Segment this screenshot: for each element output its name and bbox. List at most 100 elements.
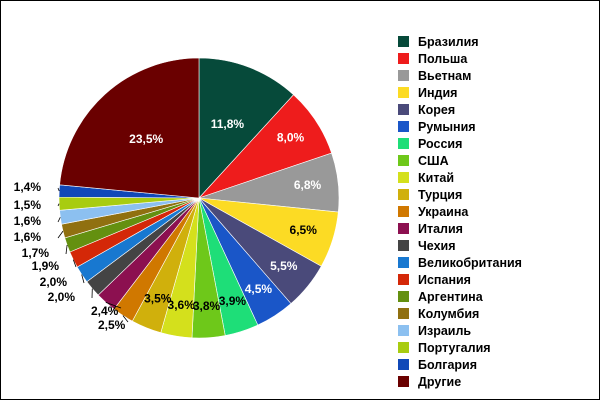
legend-label: Италия	[418, 221, 463, 236]
legend-swatch	[398, 325, 409, 336]
legend-swatch	[398, 240, 409, 251]
legend-item: Великобритания	[398, 254, 522, 271]
slice-value-label: 1,6%	[14, 214, 42, 228]
legend-item: Другие	[398, 373, 522, 390]
slice-value-label: 11,8%	[211, 117, 245, 131]
slice-value-label: 2,0%	[48, 290, 76, 304]
legend-item: Израиль	[398, 322, 522, 339]
legend-item: Румыния	[398, 118, 522, 135]
legend-swatch	[398, 308, 409, 319]
slice-value-label: 4,5%	[245, 282, 273, 296]
legend-item: Португалия	[398, 339, 522, 356]
legend-item: Чехия	[398, 237, 522, 254]
legend-swatch	[398, 87, 409, 98]
legend-label: Колумбия	[418, 306, 480, 321]
legend-swatch	[398, 257, 409, 268]
legend-label: Турция	[418, 187, 463, 202]
legend-swatch	[398, 274, 409, 285]
legend-swatch	[398, 36, 409, 47]
slice-value-label: 1,5%	[14, 198, 42, 212]
legend-item: Колумбия	[398, 305, 522, 322]
legend-label: Чехия	[418, 238, 456, 253]
pie-slice-1	[198, 57, 294, 199]
legend-label: Испания	[418, 272, 471, 287]
legend-label: Болгария	[418, 357, 478, 372]
slice-labels: 11,8% 8,0% 6,8% 6,5% 5,5% 4,5%3,9%3,8%3,6%3,5…	[14, 117, 322, 332]
legend-label: Израиль	[418, 323, 472, 338]
legend-swatch	[398, 359, 409, 370]
leader-line	[57, 230, 64, 239]
leader-line	[65, 244, 68, 255]
legend-item: Болгария	[398, 356, 522, 373]
slice-value-label: 3,6%	[168, 298, 196, 312]
legend-label: США	[418, 153, 449, 168]
legend-swatch	[398, 172, 409, 183]
slice-value-label: 23,5%	[129, 132, 163, 146]
legend-label: Россия	[418, 136, 463, 151]
legend-item: Украина	[398, 203, 522, 220]
legend-item: Турция	[398, 186, 522, 203]
legend-item: Аргентина	[398, 288, 522, 305]
pie-slices	[58, 57, 340, 339]
slice-value-label: 3,5%	[144, 291, 172, 305]
slice-value-label: 1,7%	[22, 246, 50, 260]
legend-item: Корея	[398, 101, 522, 118]
legend-swatch	[398, 138, 409, 149]
legend-item: Бразилия	[398, 33, 522, 50]
legend-swatch	[398, 121, 409, 132]
leader-lines	[57, 187, 129, 323]
slice-value-label: 3,9%	[219, 294, 247, 308]
legend-label: Вьетнам	[418, 68, 472, 83]
leader-line	[105, 302, 122, 309]
legend-label: Аргентина	[418, 289, 483, 304]
slice-value-label: 6,5%	[290, 223, 318, 237]
legend-item: Россия	[398, 135, 522, 152]
legend-swatch	[398, 291, 409, 302]
legend-swatch	[398, 223, 409, 234]
legend-swatch	[398, 53, 409, 64]
leader-line	[72, 259, 77, 268]
slice-value-label: 8,0%	[277, 130, 305, 144]
slice-value-label: 2,4%	[91, 304, 119, 318]
slice-value-label: 3,8%	[193, 299, 221, 313]
legend-item: Китай	[398, 169, 522, 186]
legend-label: Португалия	[418, 340, 491, 355]
legend-swatch	[398, 342, 409, 353]
leader-line	[57, 203, 60, 207]
legend-label: Румыния	[418, 119, 476, 134]
legend-label: Польша	[418, 51, 468, 66]
legend-item: Вьетнам	[398, 67, 522, 84]
legend-label: Корея	[418, 102, 456, 117]
slice-value-label: 1,4%	[14, 180, 42, 194]
slice-value-label: 5,5%	[270, 259, 298, 273]
leader-line	[122, 315, 129, 323]
legend-label: Великобритания	[418, 255, 522, 270]
slice-value-label: 6,8%	[294, 178, 322, 192]
legend-label: Индия	[418, 85, 458, 100]
leader-line	[57, 187, 60, 192]
leader-line	[81, 274, 85, 284]
slice-value-label: 1,9%	[32, 259, 60, 273]
legend-label: Бразилия	[418, 34, 479, 49]
legend-item: Испания	[398, 271, 522, 288]
legend-swatch	[398, 376, 409, 387]
slice-value-label: 2,0%	[40, 275, 68, 289]
slice-value-label: 2,5%	[98, 318, 126, 332]
legend-label: Китай	[418, 170, 455, 185]
legend-swatch	[398, 189, 409, 200]
legend-item: Италия	[398, 220, 522, 237]
leader-line	[57, 217, 61, 223]
legend: Бразилия Польша Вьетнам Индия Корея Румыния Ро…	[398, 33, 522, 390]
legend-swatch	[398, 206, 409, 217]
legend-item: Индия	[398, 84, 522, 101]
legend-label: Украина	[418, 204, 469, 219]
pie-slice-21	[59, 57, 200, 199]
legend-swatch	[398, 155, 409, 166]
legend-swatch	[398, 70, 409, 81]
legend-item: Польша	[398, 50, 522, 67]
legend-item: США	[398, 152, 522, 169]
legend-swatch	[398, 104, 409, 115]
legend-label: Другие	[418, 374, 462, 389]
